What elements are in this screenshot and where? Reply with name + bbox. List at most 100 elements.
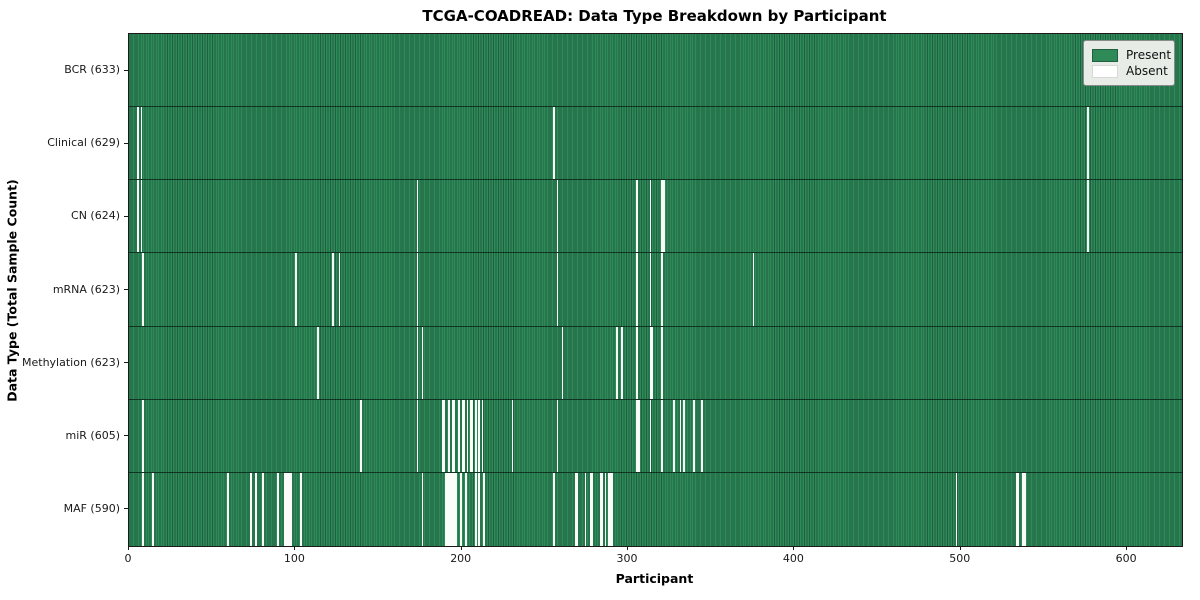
xtick-mark	[959, 546, 961, 550]
absent-mark	[470, 399, 472, 472]
absent-mark	[556, 253, 559, 326]
absent-mark	[416, 399, 419, 472]
absent-mark	[137, 180, 139, 253]
absent-mark	[463, 399, 466, 472]
absent-mark	[682, 399, 685, 472]
absent-mark	[255, 472, 258, 546]
absent-mark	[250, 472, 253, 546]
xtick-mark	[128, 546, 129, 550]
xtick-label-500: 500	[949, 552, 971, 565]
ytick-mark	[124, 362, 128, 364]
absent-mark	[416, 253, 419, 326]
xtick-mark	[627, 546, 629, 550]
absent-mark	[638, 399, 640, 472]
absent-mark	[604, 472, 607, 546]
absent-mark	[458, 399, 461, 472]
xtick-label-200: 200	[450, 552, 472, 565]
absent-mark	[453, 399, 456, 472]
row-cn	[129, 180, 1182, 254]
ytick-label-maf: MAF (590)	[63, 501, 120, 515]
absent-mark	[1023, 472, 1026, 546]
absent-mark	[478, 472, 480, 546]
ytick-label-mir: miR (605)	[65, 428, 121, 442]
absent-mark	[611, 472, 614, 546]
absent-mark	[338, 253, 341, 326]
absent-mark	[295, 253, 297, 326]
absent-mark	[574, 472, 577, 546]
ytick-mark	[124, 69, 128, 71]
absent-mark	[140, 180, 143, 253]
absent-mark	[460, 472, 462, 546]
ytick-label-clinical: Clinical (629)	[47, 136, 120, 150]
ytick-mark	[124, 508, 128, 510]
absent-mark	[471, 399, 474, 472]
ytick-label-bcr: BCR (633)	[64, 63, 120, 77]
absent-mark	[636, 253, 639, 326]
row-bcr	[129, 34, 1182, 108]
absent-mark	[331, 253, 334, 326]
xtick-label-400: 400	[782, 552, 804, 565]
absent-mark	[649, 326, 652, 399]
absent-mark	[599, 472, 602, 546]
absent-mark	[152, 472, 154, 546]
absent-mark	[1022, 472, 1024, 546]
legend: Present Absent	[1083, 40, 1175, 86]
absent-mark	[283, 472, 286, 546]
absent-mark	[561, 326, 564, 399]
absent-mark	[649, 180, 652, 253]
absent-mark	[661, 180, 663, 253]
legend-label-absent: Absent	[1126, 64, 1168, 78]
absent-swatch	[1092, 64, 1118, 78]
absent-mark	[277, 472, 279, 546]
row-mir	[129, 399, 1182, 473]
absent-mark	[478, 399, 480, 472]
xtick-label-300: 300	[616, 552, 638, 565]
ytick-mark	[124, 289, 128, 290]
absent-mark	[584, 472, 587, 546]
ytick-label-cn: CN (624)	[71, 209, 120, 223]
absent-mark	[285, 472, 288, 546]
absent-mark	[511, 399, 514, 472]
absent-mark	[636, 326, 639, 399]
absent-mark	[672, 399, 675, 472]
absent-mark	[601, 472, 604, 546]
absent-mark	[576, 472, 579, 546]
absent-mark	[621, 326, 624, 399]
absent-mark	[636, 180, 639, 253]
xtick-label-100: 100	[283, 552, 305, 565]
absent-mark	[1087, 180, 1089, 253]
absent-mark	[453, 472, 456, 546]
ytick-mark	[124, 215, 128, 217]
absent-mark	[445, 472, 447, 546]
absent-mark	[701, 399, 703, 472]
absent-mark	[481, 399, 484, 472]
xtick-mark	[460, 546, 462, 550]
row-maf	[129, 472, 1182, 546]
row-clinical	[129, 107, 1182, 181]
absent-mark	[1017, 472, 1019, 546]
absent-mark	[649, 253, 652, 326]
absent-mark	[142, 399, 144, 472]
absent-mark	[955, 472, 958, 546]
absent-mark	[465, 472, 467, 546]
absent-mark	[287, 472, 289, 546]
absent-mark	[692, 399, 695, 472]
absent-mark	[416, 326, 419, 399]
absent-mark	[290, 472, 293, 546]
absent-mark	[483, 472, 485, 546]
absent-mark	[591, 472, 594, 546]
xtick-label-0: 0	[124, 552, 132, 565]
x-axis-title: Participant	[615, 571, 694, 586]
absent-mark	[300, 472, 302, 546]
absent-mark	[752, 253, 755, 326]
absent-mark	[450, 472, 452, 546]
ytick-label-methylation: Methylation (623)	[22, 355, 120, 369]
absent-mark	[455, 472, 457, 546]
absent-mark	[448, 472, 451, 546]
absent-mark	[661, 326, 663, 399]
legend-entry-present: Present	[1092, 48, 1171, 62]
absent-mark	[262, 472, 264, 546]
absent-mark	[416, 180, 419, 253]
absent-mark	[556, 180, 559, 253]
absent-mark	[651, 326, 653, 399]
